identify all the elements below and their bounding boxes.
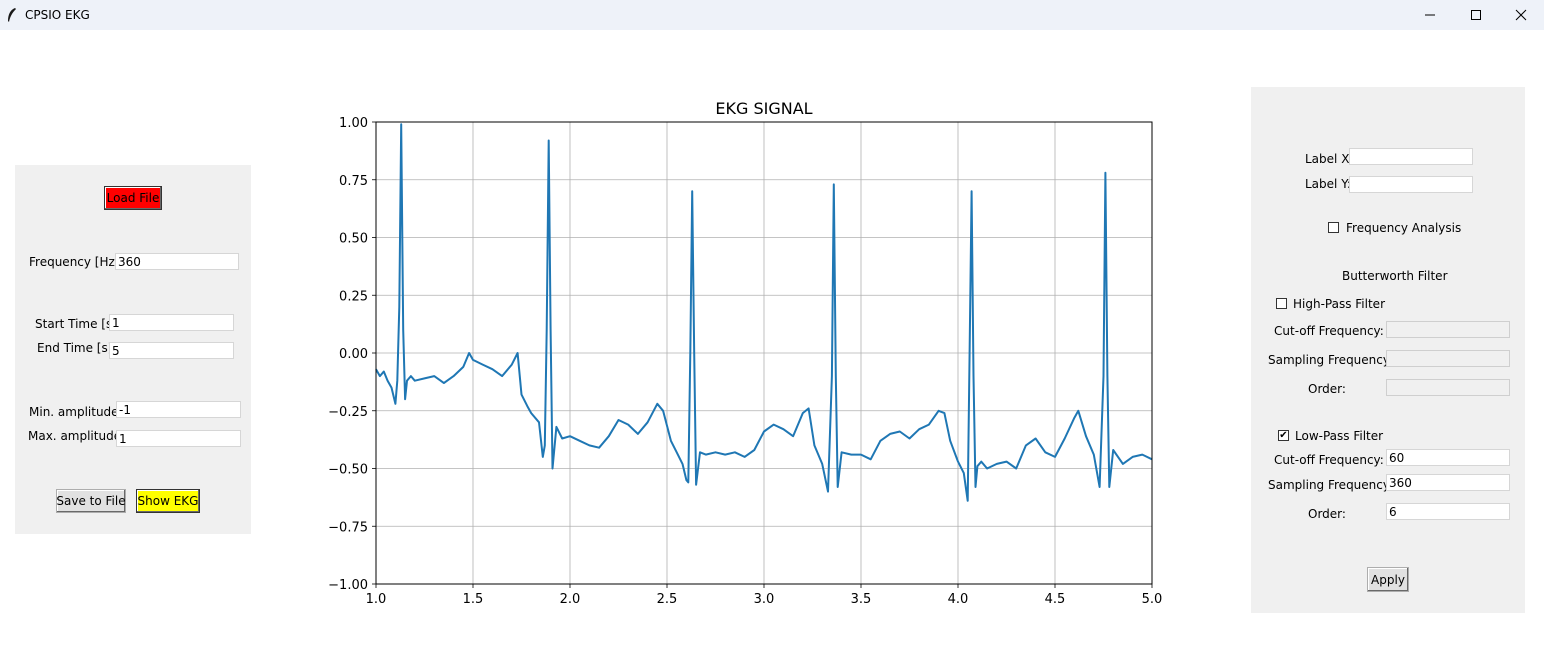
frequency-analysis-label: Frequency Analysis	[1346, 221, 1462, 235]
y-tick-label: −0.75	[328, 520, 368, 535]
apply-button[interactable]: Apply	[1367, 567, 1409, 592]
frequency-input[interactable]: 360	[115, 253, 239, 270]
lp-order-input[interactable]: 6	[1386, 503, 1510, 520]
hp-sampling-label: Sampling Frequency:	[1268, 353, 1394, 367]
max-amplitude-label: Max. amplitude:	[28, 429, 126, 443]
y-tick-label: 0.00	[339, 347, 368, 362]
plot-frame	[375, 121, 1153, 585]
load-file-button[interactable]: Load File	[104, 186, 162, 210]
end-time-label: End Time [s]:	[37, 341, 117, 355]
frequency-analysis-checkbox[interactable]	[1328, 222, 1339, 233]
chart-title: EKG SIGNAL	[715, 99, 812, 118]
label-y-input[interactable]	[1349, 176, 1473, 193]
x-tick-label: 4.5	[1045, 592, 1066, 607]
grid	[375, 121, 1153, 585]
label-x-label: Label X:	[1305, 152, 1354, 166]
frequency-label: Frequency [Hz]:	[29, 255, 124, 269]
min-amplitude-label: Min. amplitude:	[29, 405, 123, 419]
x-tick-label: 1.5	[463, 592, 484, 607]
save-to-file-button[interactable]: Save to File	[56, 489, 126, 513]
lp-sampling-label: Sampling Frequency:	[1268, 478, 1394, 492]
y-tick-label: 0.25	[339, 289, 368, 304]
y-tick-label: 0.75	[339, 174, 368, 189]
x-tick-label: 3.0	[754, 592, 775, 607]
ekg-chart: EKG SIGNAL 1.0 1.5 2.0 2.5 3.0 3.5 4.0 4.5 5.01.…	[328, 99, 1162, 607]
window-title: CPSIO EKG	[25, 8, 90, 22]
butterworth-title: Butterworth Filter	[1342, 269, 1448, 283]
close-icon[interactable]	[1498, 0, 1544, 30]
min-amplitude-input[interactable]: -1	[116, 401, 241, 418]
x-tick-label: 1.0	[366, 592, 387, 607]
y-tick-label: 0.50	[339, 232, 368, 247]
x-tick-label: 3.5	[851, 592, 872, 607]
max-amplitude-input[interactable]: 1	[116, 430, 241, 447]
lp-order-label: Order:	[1308, 507, 1346, 521]
high-pass-checkbox[interactable]	[1276, 298, 1287, 309]
hp-cutoff-input[interactable]	[1386, 321, 1510, 338]
y-tick-label: 1.00	[339, 116, 368, 131]
label-y-label: Label Y:	[1305, 177, 1351, 191]
maximize-icon[interactable]	[1453, 0, 1499, 30]
minimize-icon[interactable]	[1407, 0, 1453, 30]
axes: 1.0 1.5 2.0 2.5 3.0 3.5 4.0 4.5 5.0 1.00 0.75 0.50 0…	[328, 116, 1162, 607]
end-time-input[interactable]: 5	[109, 342, 234, 359]
left-control-panel: Load File Frequency [Hz]: 360 Start Time…	[15, 165, 251, 534]
x-tick-label: 4.0	[948, 592, 969, 607]
x-tick-label: 2.5	[657, 592, 678, 607]
title-bar[interactable]: CPSIO EKG	[0, 0, 1544, 30]
label-x-input[interactable]	[1349, 148, 1473, 165]
y-tick-label: −1.00	[328, 578, 368, 593]
low-pass-label: Low-Pass Filter	[1295, 429, 1384, 443]
ekg-signal-line	[375, 123, 1153, 502]
hp-sampling-input[interactable]	[1386, 350, 1510, 367]
low-pass-checkbox[interactable]: ✔	[1278, 430, 1289, 441]
hp-cutoff-label: Cut-off Frequency:	[1274, 324, 1384, 338]
hp-order-input[interactable]	[1386, 379, 1510, 396]
start-time-input[interactable]: 1	[109, 314, 234, 331]
checkmark-icon: ✔	[1279, 430, 1288, 441]
feather-icon	[6, 7, 18, 23]
start-time-label: Start Time [s]:	[35, 317, 121, 331]
x-tick-label: 5.0	[1142, 592, 1163, 607]
lp-cutoff-input[interactable]: 60	[1386, 449, 1510, 466]
hp-order-label: Order:	[1308, 382, 1346, 396]
lp-cutoff-label: Cut-off Frequency:	[1274, 453, 1384, 467]
y-tick-label: −0.50	[328, 463, 368, 478]
plot-area	[375, 123, 1153, 502]
show-ekg-button[interactable]: Show EKG	[136, 489, 200, 513]
lp-sampling-input[interactable]: 360	[1386, 474, 1510, 491]
high-pass-label: High-Pass Filter	[1293, 297, 1385, 311]
right-control-panel: Label X: Label Y: Frequency Analysis But…	[1251, 87, 1525, 613]
y-tick-label: −0.25	[328, 405, 368, 420]
x-tick-label: 2.0	[560, 592, 581, 607]
